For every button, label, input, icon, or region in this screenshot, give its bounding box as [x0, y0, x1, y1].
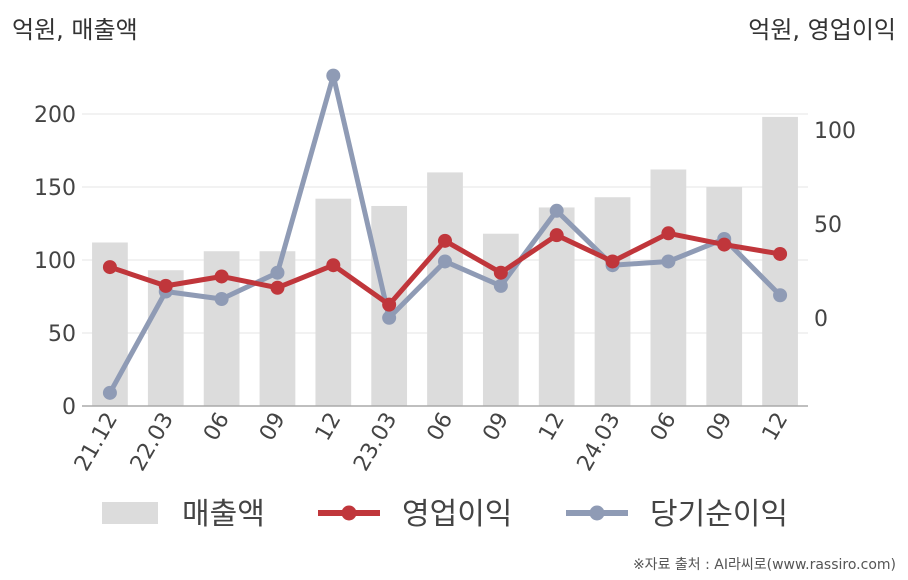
- y-tick-right: 50: [814, 213, 842, 238]
- x-tick: 06: [646, 409, 682, 446]
- legend-swatch-marker: [341, 505, 357, 521]
- data-point: [549, 228, 564, 243]
- data-point: [549, 203, 564, 218]
- x-tick: 21.12: [70, 409, 123, 476]
- data-point: [661, 254, 676, 269]
- y-tick-left: 100: [34, 249, 76, 274]
- data-point: [493, 278, 508, 293]
- data-point: [326, 258, 341, 273]
- bar: [650, 169, 687, 406]
- legend-label: 매출액: [182, 497, 265, 532]
- x-tick: 09: [478, 409, 514, 446]
- data-point: [270, 280, 285, 295]
- data-point: [158, 278, 173, 293]
- data-point: [214, 292, 229, 307]
- source-footer: ※자료 출처 : AI라씨로(www.rassiro.com): [632, 557, 896, 573]
- legend-label: 영업이익: [402, 497, 512, 532]
- data-point: [773, 246, 788, 261]
- bar: [427, 172, 463, 406]
- data-point: [717, 237, 732, 252]
- data-point: [438, 254, 452, 269]
- x-tick: 12: [758, 409, 794, 446]
- x-tick: 06: [199, 409, 235, 446]
- y-tick-right: 100: [814, 119, 856, 144]
- x-tick: 06: [423, 409, 459, 446]
- data-point: [438, 233, 452, 248]
- legend-swatch-marker: [589, 505, 605, 521]
- data-point: [493, 265, 508, 280]
- x-tick: 24.03: [573, 409, 626, 476]
- data-point: [382, 297, 397, 312]
- y-tick-left: 200: [34, 103, 76, 128]
- legend-label: 당기순이익: [650, 497, 788, 532]
- data-point: [661, 226, 676, 241]
- legend-swatch-bar: [102, 502, 158, 524]
- x-tick: 23.03: [349, 409, 402, 476]
- bar: [315, 198, 352, 406]
- bar: [482, 233, 519, 406]
- data-point: [102, 260, 117, 275]
- bar: [706, 187, 743, 406]
- data-point: [605, 254, 620, 269]
- y-tick-left: 150: [34, 176, 76, 201]
- left-axis-unit: 억원, 매출액: [12, 16, 138, 44]
- data-point: [214, 269, 229, 284]
- data-point: [102, 385, 117, 400]
- right-axis-unit: 억원, 영업이익: [748, 16, 896, 44]
- data-point: [773, 288, 788, 303]
- data-point: [382, 310, 397, 325]
- bar: [762, 116, 798, 407]
- data-point: [326, 68, 341, 83]
- x-tick: 12: [534, 409, 570, 446]
- y-tick-left: 0: [62, 395, 76, 420]
- y-tick-right: 0: [814, 307, 828, 332]
- x-tick: 12: [311, 409, 347, 446]
- y-tick-left: 50: [48, 322, 76, 347]
- bar: [594, 197, 631, 406]
- x-tick: 09: [702, 409, 738, 446]
- data-point: [270, 265, 285, 280]
- x-tick: 22.03: [126, 409, 179, 476]
- x-tick: 09: [255, 409, 291, 446]
